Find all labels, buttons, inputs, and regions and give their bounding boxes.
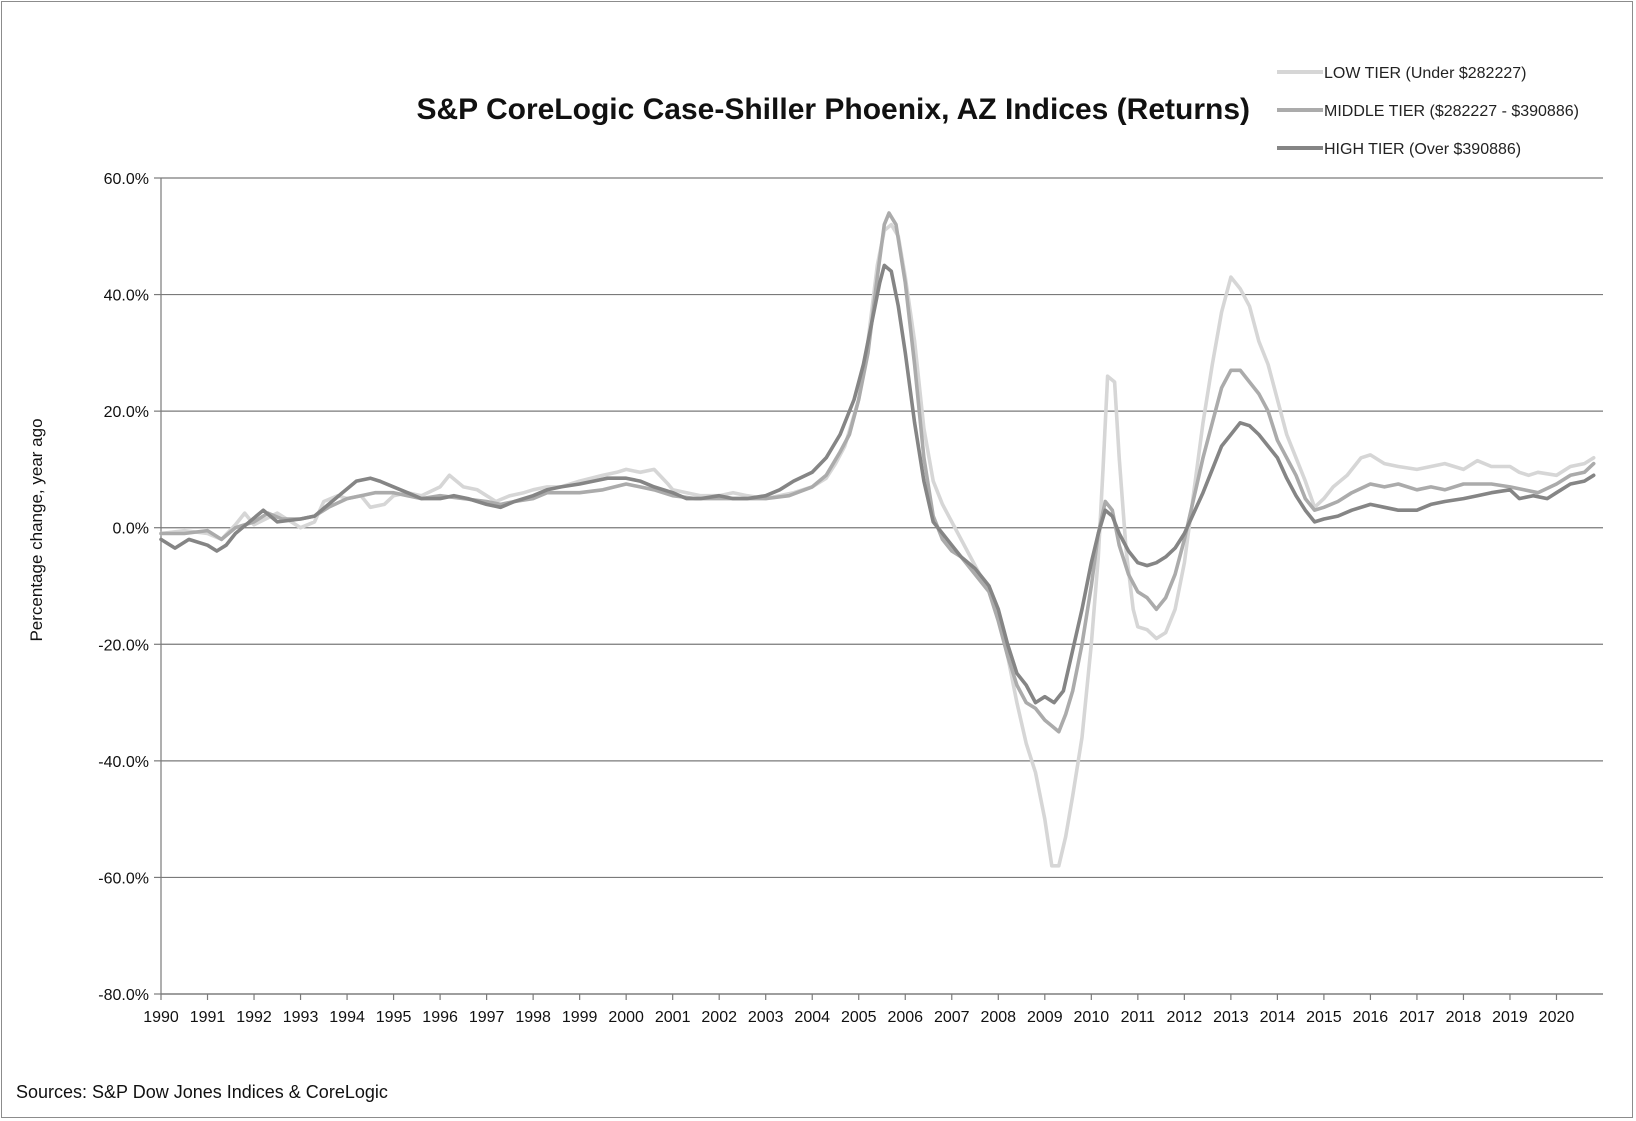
y-tick-label: -40.0% <box>98 754 149 771</box>
y-tick-label: 20.0% <box>104 404 149 421</box>
x-tick-label: 2009 <box>1027 1009 1063 1026</box>
x-tick-label: 2001 <box>655 1009 691 1026</box>
x-tick-label: 1992 <box>236 1009 272 1026</box>
x-tick-label: 1993 <box>283 1009 319 1026</box>
legend-label: HIGH TIER (Over $390886) <box>1324 141 1521 158</box>
x-tick-label: 2004 <box>794 1009 830 1026</box>
x-tick-label: 2006 <box>887 1009 923 1026</box>
x-tick-label: 2018 <box>1446 1009 1482 1026</box>
axes <box>160 178 1603 995</box>
x-tick-label: 2017 <box>1399 1009 1435 1026</box>
chart-title: S&P CoreLogic Case-Shiller Phoenix, AZ I… <box>416 93 1250 126</box>
x-tick-label: 2010 <box>1074 1009 1110 1026</box>
x-tick-label: 2011 <box>1121 1009 1156 1026</box>
legend-label: MIDDLE TIER ($282227 - $390886) <box>1324 103 1579 120</box>
x-tick-label: 1990 <box>143 1009 179 1026</box>
y-tick-label: -20.0% <box>98 637 149 654</box>
y-tick-label: 0.0% <box>113 521 149 538</box>
y-tick-label: 60.0% <box>104 171 149 188</box>
gridlines <box>161 177 1603 995</box>
source-note: Sources: S&P Dow Jones Indices & CoreLog… <box>16 1082 388 1102</box>
series-line-1 <box>159 222 1596 868</box>
x-tick-label: 2015 <box>1306 1009 1342 1026</box>
x-tick-label: 2013 <box>1213 1009 1249 1026</box>
x-tick-label: 2016 <box>1353 1009 1389 1026</box>
x-tick-label: 1995 <box>376 1009 412 1026</box>
legend-label: LOW TIER (Under $282227) <box>1324 65 1526 82</box>
y-tick-label: 40.0% <box>104 288 149 305</box>
x-tick-label: 2007 <box>934 1009 970 1026</box>
series-line-3 <box>159 263 1596 705</box>
y-axis-label: Percentage change, year ago <box>27 418 46 641</box>
y-tick-label: -80.0% <box>98 987 149 1004</box>
series-lines <box>159 211 1596 868</box>
x-tick-label: 1991 <box>190 1009 226 1026</box>
x-tick-label: 2008 <box>980 1009 1016 1026</box>
x-tick-label: 1997 <box>469 1009 505 1026</box>
x-tick-label: 2020 <box>1539 1009 1575 1026</box>
x-tick-label: 1996 <box>422 1009 458 1026</box>
y-tick-label: -60.0% <box>98 870 149 887</box>
x-tick-label: 2002 <box>701 1009 737 1026</box>
legend: LOW TIER (Under $282227) MIDDLE TIER ($28… <box>1277 65 1579 158</box>
x-tick-label: 2012 <box>1167 1009 1203 1026</box>
x-tick-label: 2019 <box>1492 1009 1528 1026</box>
x-tick-label: 2014 <box>1260 1009 1296 1026</box>
x-tick-label: 1998 <box>515 1009 551 1026</box>
x-tick-label: 2003 <box>748 1009 784 1026</box>
x-tick-label: 1999 <box>562 1009 598 1026</box>
x-axis-ticks: 1990 1991 1992 1993 1994 1995 1996 1997 1998 1999… <box>143 994 1574 1026</box>
x-tick-label: 1994 <box>329 1009 365 1026</box>
y-axis-ticks: 60.0% 40.0% 20.0% 0.0% -20.0% -40.0% -60.0% -80… <box>98 171 161 1004</box>
x-tick-label: 2005 <box>841 1009 877 1026</box>
x-tick-label: 2000 <box>608 1009 644 1026</box>
